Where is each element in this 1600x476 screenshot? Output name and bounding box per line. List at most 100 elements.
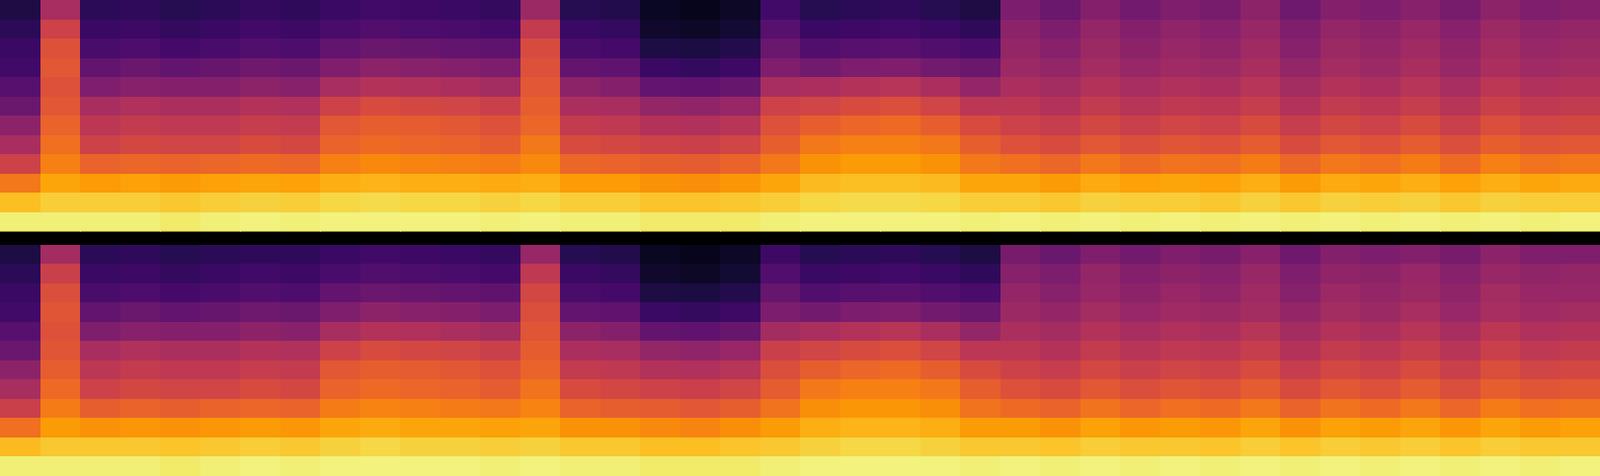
heat-cell <box>600 0 641 20</box>
heat-cell <box>1160 456 1201 476</box>
heat-cell <box>1440 58 1481 79</box>
heat-cell <box>0 96 41 117</box>
heat-cell <box>1280 19 1321 40</box>
heat-cell <box>1240 283 1281 304</box>
heat-cell <box>840 417 881 438</box>
heat-cell <box>680 154 721 174</box>
heat-cell <box>1200 135 1241 156</box>
heat-cell <box>40 77 81 97</box>
heat-cell <box>1280 244 1321 265</box>
heat-cell <box>120 192 161 213</box>
heat-cell <box>360 77 401 97</box>
heat-cell <box>1360 212 1401 233</box>
heat-cell <box>1000 192 1041 213</box>
heat-cell <box>440 173 481 194</box>
heat-cell <box>1360 263 1401 284</box>
heat-cell <box>1560 115 1600 136</box>
heat-cell <box>1200 302 1241 322</box>
heat-cell <box>920 19 961 40</box>
heat-cell <box>1360 399 1401 419</box>
heat-cell <box>1320 115 1361 136</box>
heat-cell <box>0 0 41 20</box>
heat-cell <box>360 244 401 265</box>
heat-cell <box>960 135 1001 156</box>
heat-cell <box>920 135 961 156</box>
heat-cell <box>200 96 241 117</box>
heat-cell <box>1440 77 1481 97</box>
heat-cell <box>360 456 401 476</box>
heat-cell <box>560 437 601 458</box>
heat-cell <box>1400 38 1441 59</box>
heat-cell <box>320 115 361 136</box>
heat-cell <box>960 19 1001 40</box>
heat-cell <box>440 135 481 156</box>
heat-cell <box>80 192 121 213</box>
heat-cell <box>320 456 361 476</box>
heat-cell <box>160 456 201 476</box>
heat-cell <box>200 283 241 304</box>
heat-cell <box>680 19 721 40</box>
heat-cell <box>320 244 361 265</box>
heat-cell <box>1240 77 1281 97</box>
heat-cell <box>1080 212 1121 233</box>
heat-cell <box>160 417 201 438</box>
heat-cell <box>1120 0 1161 20</box>
heat-cell <box>240 173 281 194</box>
heat-cell <box>480 192 521 213</box>
heat-cell <box>1120 417 1161 438</box>
heat-cell <box>200 77 241 97</box>
heat-cell <box>1280 283 1321 304</box>
heat-cell <box>80 321 121 342</box>
heat-cell <box>840 437 881 458</box>
heat-cell <box>840 379 881 400</box>
heat-cell <box>840 135 881 156</box>
heat-cell <box>120 115 161 136</box>
heat-cell <box>600 283 641 304</box>
heat-cell <box>40 58 81 79</box>
heat-cell <box>520 437 561 458</box>
heat-cell <box>240 0 281 20</box>
heat-cell <box>640 38 681 59</box>
heat-cell <box>480 379 521 400</box>
heat-cell <box>680 96 721 117</box>
heat-cell <box>1440 437 1481 458</box>
heat-cell <box>680 173 721 194</box>
heat-cell <box>960 399 1001 419</box>
heat-cell <box>1520 263 1561 284</box>
heat-cell <box>1000 173 1041 194</box>
heat-cell <box>1400 283 1441 304</box>
heat-cell <box>480 19 521 40</box>
heat-cell <box>1360 360 1401 381</box>
heat-cell <box>560 77 601 97</box>
heat-cell <box>1080 115 1121 136</box>
heat-cell <box>560 283 601 304</box>
heat-cell <box>480 244 521 265</box>
heat-cell <box>1360 340 1401 361</box>
heat-cell <box>880 437 921 458</box>
heat-cell <box>840 0 881 20</box>
heat-cell <box>480 212 521 233</box>
heat-cell <box>800 135 841 156</box>
heat-cell <box>520 244 561 265</box>
heat-cell <box>1120 263 1161 284</box>
heat-cell <box>240 379 281 400</box>
heat-cell <box>1480 38 1521 59</box>
heat-cell <box>880 58 921 79</box>
heat-cell <box>1200 77 1241 97</box>
heat-cell <box>240 417 281 438</box>
heat-cell <box>920 263 961 284</box>
heat-cell <box>80 456 121 476</box>
heat-cell <box>80 379 121 400</box>
heat-cell <box>0 379 41 400</box>
heat-cell <box>480 38 521 59</box>
heat-cell <box>240 456 281 476</box>
heat-cell <box>880 0 921 20</box>
heat-cell <box>0 154 41 174</box>
heat-cell <box>1480 456 1521 476</box>
heat-cell <box>840 321 881 342</box>
heat-cell <box>440 154 481 174</box>
heat-cell <box>1200 263 1241 284</box>
heat-cell <box>800 437 841 458</box>
heat-cell <box>1560 244 1600 265</box>
heat-cell <box>120 283 161 304</box>
